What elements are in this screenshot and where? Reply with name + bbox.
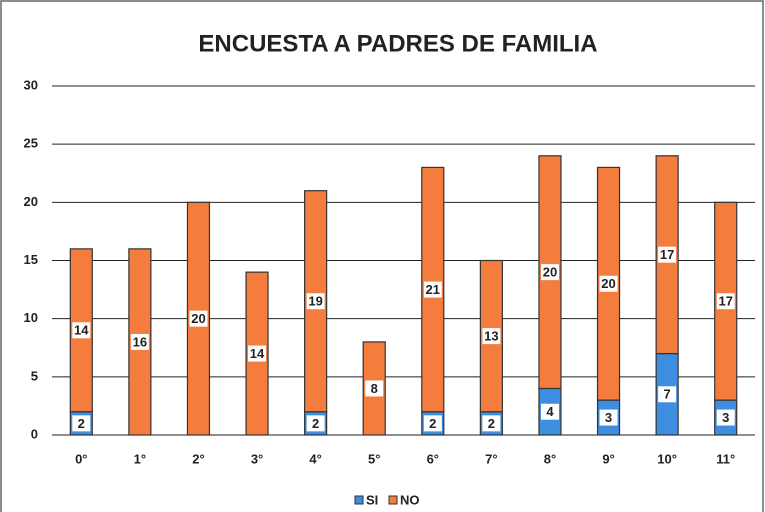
data-label: 16 [133,334,147,349]
data-label-box [658,246,677,263]
x-tick-label: 9° [602,451,614,466]
y-tick-label: 5 [31,368,38,383]
data-label-box [599,409,618,426]
data-label-box [306,415,325,432]
x-tick-label: 0° [75,451,87,466]
data-label-box [540,264,559,281]
data-label-box [72,415,91,432]
data-label-box [130,333,149,350]
y-tick-label: 20 [24,194,38,209]
x-tick-label: 1° [134,451,146,466]
data-label: 3 [722,410,729,425]
x-tick-label: 8° [544,451,556,466]
data-label: 19 [308,294,322,309]
legend-label: SI [366,492,378,507]
legend-label: NO [400,492,420,507]
data-label-box [189,310,208,327]
data-label: 7 [664,387,671,402]
data-label-box [599,275,618,292]
chart-title: ENCUESTA A PADRES DE FAMILIA [198,30,597,57]
data-label-box [72,322,91,339]
data-label-box [248,345,267,362]
data-label: 14 [250,346,265,361]
data-label: 20 [191,311,205,326]
y-tick-label: 0 [31,426,38,441]
data-label-box [365,380,384,397]
legend-swatch [354,495,364,505]
data-label: 17 [718,294,732,309]
data-label: 2 [429,416,436,431]
data-label-box [482,415,501,432]
data-label: 20 [543,265,557,280]
data-label: 13 [484,329,498,344]
x-tick-label: 10° [657,451,677,466]
data-label: 3 [605,410,612,425]
data-label: 21 [426,282,440,297]
x-tick-label: 5° [368,451,380,466]
x-tick-label: 6° [427,451,439,466]
x-tick-label: 7° [485,451,497,466]
data-label: 14 [74,323,89,338]
data-label-box [423,281,442,298]
x-tick-label: 3° [251,451,263,466]
data-label: 8 [371,381,378,396]
x-tick-label: 2° [192,451,204,466]
x-tick-label: 11° [716,451,735,466]
data-label-box [540,403,559,420]
data-label: 2 [78,416,85,431]
data-label-box [306,293,325,310]
data-label: 17 [660,247,674,262]
y-tick-label: 15 [24,252,38,267]
data-label-box [658,386,677,403]
data-label-box [423,415,442,432]
data-label: 2 [312,416,319,431]
y-tick-label: 30 [24,77,38,92]
data-label: 4 [546,404,554,419]
data-label-box [716,293,735,310]
data-label-box [716,409,735,426]
y-tick-label: 25 [24,136,38,151]
legend-swatch [388,495,398,505]
data-label: 2 [488,416,495,431]
y-tick-label: 10 [24,310,38,325]
x-tick-label: 4° [309,451,321,466]
data-label-box [482,328,501,345]
data-label: 20 [601,276,615,291]
